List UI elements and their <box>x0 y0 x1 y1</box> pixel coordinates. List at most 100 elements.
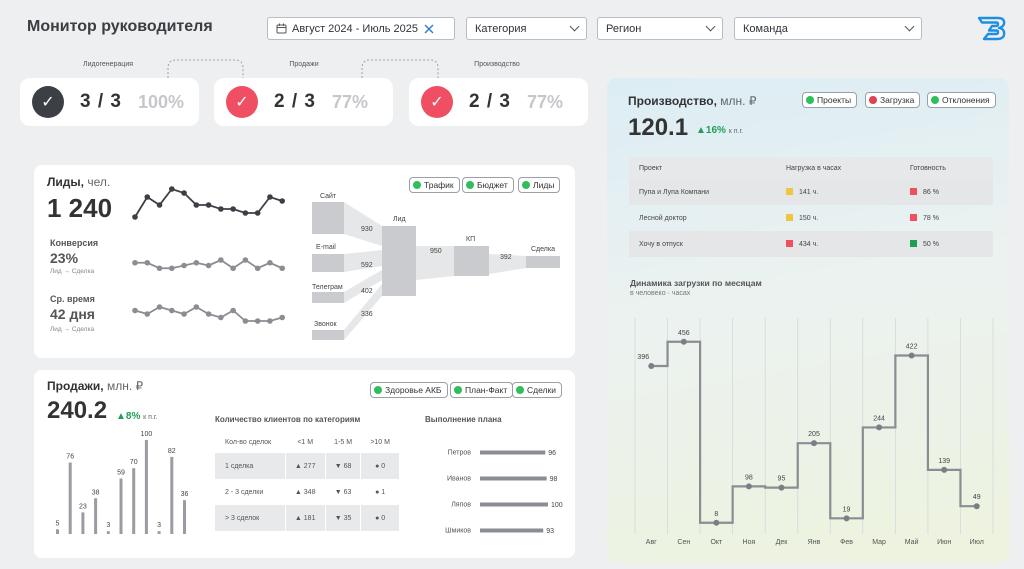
load-point <box>713 519 720 526</box>
sparkline-point <box>169 186 175 192</box>
sparkline-point <box>205 202 212 208</box>
load-value-label: 19 <box>843 506 851 513</box>
load-value-label: 98 <box>745 474 753 481</box>
production-value: 120.1 <box>628 114 689 141</box>
kpi-percent: 77% <box>526 91 564 112</box>
load-value-label: 422 <box>906 344 918 351</box>
category-filter-label: Категория <box>475 22 527 35</box>
load-category-label: Мар <box>872 539 886 546</box>
funnel-label: Лид <box>393 216 406 223</box>
load-point <box>745 483 752 490</box>
sparkline-point <box>242 210 249 216</box>
kpi-card-sales[interactable]: ✓ 2 / 3 77% <box>214 78 393 126</box>
sparkline-point <box>267 259 273 266</box>
time-sparkline <box>132 304 285 324</box>
category-filter[interactable]: Категория <box>466 17 587 40</box>
load-value-label: 456 <box>678 330 690 337</box>
check-icon: ✓ <box>32 86 64 118</box>
chip-leads[interactable]: Лиды <box>518 177 561 193</box>
sales-bar-label: 38 <box>92 489 100 496</box>
table-header: <1 М <box>285 431 326 453</box>
chip-plan-fact[interactable]: План-Факт <box>450 382 514 398</box>
sparkline-point <box>156 202 163 208</box>
conversion-sub: Лид → Сделка <box>50 268 95 275</box>
chevron-down-icon <box>569 21 580 32</box>
load-category-label: Авг <box>646 539 657 546</box>
funnel-value: 950 <box>430 248 442 255</box>
chart-title: Динамика загрузки по месяцам <box>630 278 762 288</box>
sparkline-point <box>230 265 236 272</box>
sparkline-point <box>132 307 138 314</box>
load-point <box>778 484 785 491</box>
load-chart: 396 Авг 456 Сен 8 Окт 98 Ноя 95 Дек 205 Янв 19 Фев 244… <box>634 318 994 546</box>
page-title: Монитор руководителя <box>27 18 213 35</box>
production-delta: ▲16% к п.г. <box>696 125 744 136</box>
chip-akb-health[interactable]: Здоровье АКБ <box>370 382 448 398</box>
sales-bar-label: 59 <box>117 470 125 477</box>
chip-projects[interactable]: Проекты <box>802 92 858 108</box>
chip-load[interactable]: Загрузка <box>865 92 921 108</box>
sparkline-point <box>279 265 285 272</box>
sparkline-point <box>242 318 249 324</box>
sales-bar-label: 3 <box>157 522 161 529</box>
plan-bars: Петров 96 Иванов 98 Ляпов 100 Шмиков 93 <box>445 450 563 536</box>
kpi-label-leadgen: Лидогенерация <box>82 61 134 68</box>
date-range-filter[interactable]: Август 2024 - Июль 2025 <box>267 17 455 40</box>
sparkline-point <box>267 194 273 200</box>
clear-icon[interactable] <box>424 24 434 34</box>
load-value-label: 205 <box>808 431 820 438</box>
table-header: >10 М <box>360 431 400 453</box>
plan-bar <box>480 450 546 455</box>
chevron-down-icon <box>904 21 915 32</box>
sales-bar-chart: 5 76 23 38 3 59 70 100 3 82 36 <box>56 431 189 534</box>
sales-bar <box>183 500 186 534</box>
funnel-value: 392 <box>500 254 512 261</box>
load-value-label: 95 <box>778 476 786 483</box>
sparkline-point <box>193 304 200 310</box>
sales-value: 240.2 <box>47 397 108 424</box>
table-header: Нагрузка в часах <box>776 157 900 179</box>
region-filter[interactable]: Регион <box>597 17 723 40</box>
sales-bar <box>170 456 174 534</box>
funnel-node-email <box>312 254 344 272</box>
team-filter[interactable]: Команда <box>734 17 922 40</box>
funnel-value: 402 <box>361 288 373 295</box>
load-point <box>811 440 817 447</box>
plan-bar <box>480 502 548 507</box>
kpi-connectors <box>167 59 439 78</box>
sales-card: Продажи, млн. ₽ 240.2 ▲8% к п.г. Здоровь… <box>34 370 575 558</box>
sales-bar-label: 3 <box>106 522 110 529</box>
chip-deals[interactable]: Сделки <box>512 382 562 398</box>
kpi-card-production[interactable]: ✓ 2 / 3 77% <box>409 78 588 126</box>
check-icon: ✓ <box>226 86 258 118</box>
check-icon: ✓ <box>421 86 453 118</box>
table-row: Хочу в отпуск 434 ч. 50 % <box>629 231 993 257</box>
leads-card: Лиды, чел. 1 240 Конверсия 23% Лид → Сде… <box>34 165 575 358</box>
sales-bar <box>144 440 148 534</box>
chip-budget[interactable]: Бюджет <box>462 177 514 193</box>
funnel-node-site <box>312 202 344 234</box>
kpi-card-leadgen[interactable]: ✓ 3 / 3 100% <box>20 78 199 126</box>
chip-traffic[interactable]: Трафик <box>409 177 460 193</box>
sales-delta: ▲8% к п.г. <box>116 411 158 422</box>
load-category-label: Дек <box>776 539 789 546</box>
sales-bar-label: 23 <box>79 503 87 510</box>
sales-bar-label: 36 <box>181 491 189 498</box>
load-value-label: 139 <box>938 458 950 465</box>
load-value-label: 396 <box>637 354 649 361</box>
sparkline-point <box>193 202 200 208</box>
table-row: Пупа и Лупа Компани 141 ч. 86 % <box>629 179 993 205</box>
load-point <box>941 466 948 473</box>
table-row: Лесной доктор 150 ч. 78 % <box>639 214 939 222</box>
table-header: 1-5 М <box>325 431 362 453</box>
load-point <box>876 424 883 431</box>
sales-bar <box>68 462 72 534</box>
kpi-percent: 100% <box>137 91 185 112</box>
load-value-label: 8 <box>714 511 718 518</box>
funnel-label: Телеграм <box>312 284 343 291</box>
sales-bar-label: 5 <box>56 520 60 527</box>
sparkline-point <box>132 214 138 220</box>
load-value-label: 244 <box>873 415 885 422</box>
conversion-value: 23% <box>50 250 79 266</box>
chip-deviations[interactable]: Отклонения <box>927 92 996 108</box>
